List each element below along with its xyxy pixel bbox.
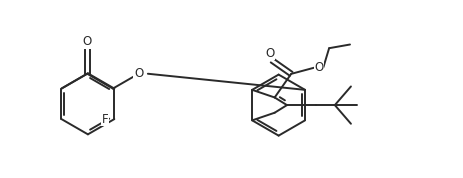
Text: O: O xyxy=(134,67,143,80)
Text: O: O xyxy=(265,47,274,60)
Text: O: O xyxy=(314,61,323,74)
Text: O: O xyxy=(82,35,92,48)
Text: F: F xyxy=(101,113,108,126)
